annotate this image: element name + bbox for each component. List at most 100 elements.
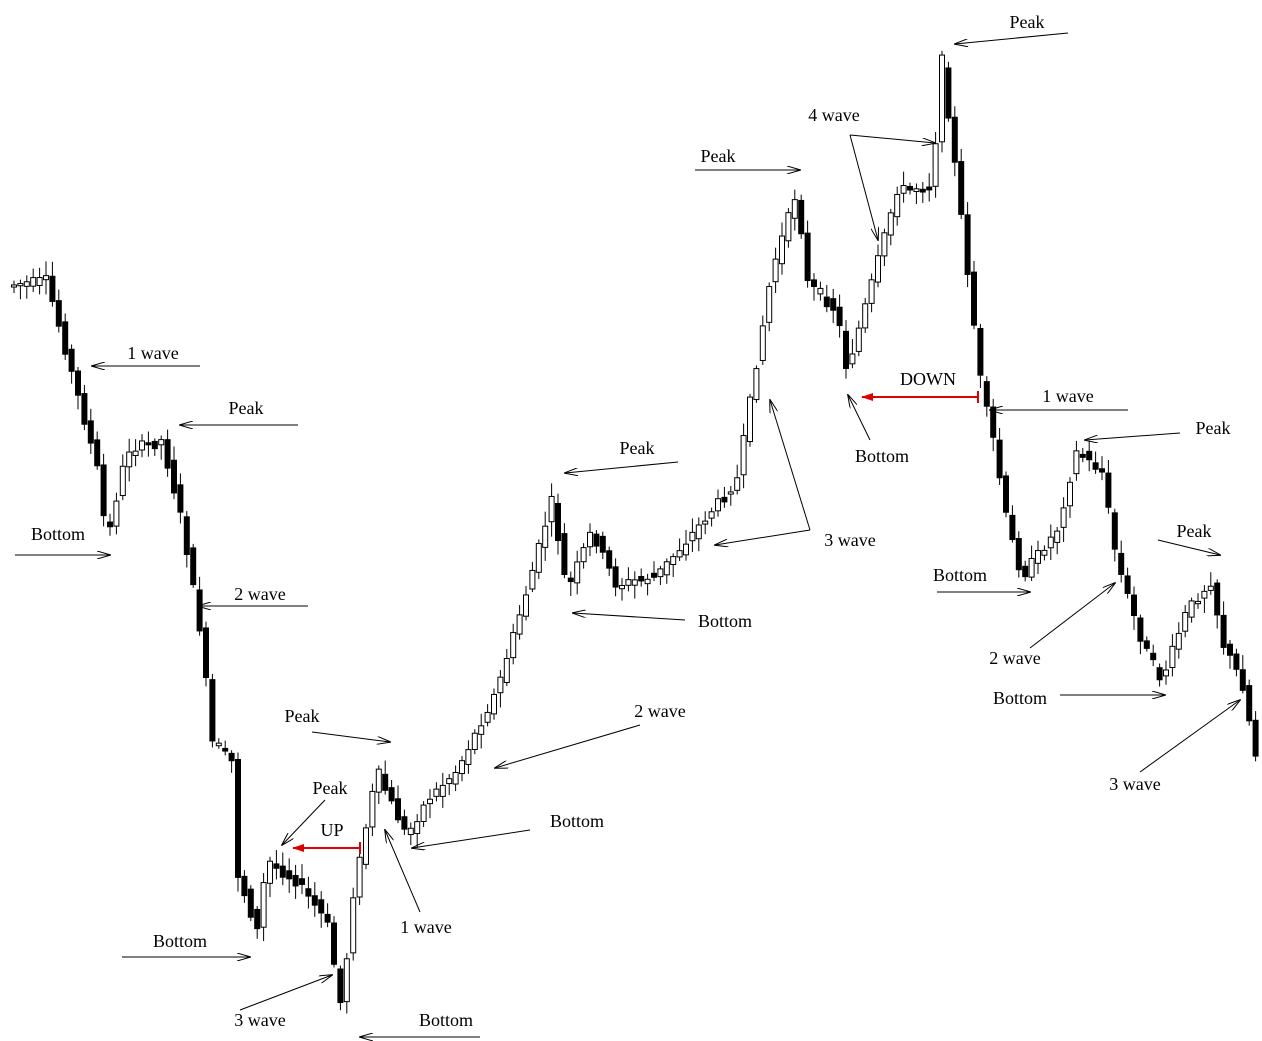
arrow	[495, 724, 641, 768]
candle	[772, 258, 779, 283]
candle	[126, 451, 133, 468]
candle	[471, 732, 478, 751]
annotation-label: Peak	[229, 398, 264, 418]
annotations: 1 wave Peak Bottom 2 wave Bottom 3 wave Bottom…	[15, 12, 1240, 1037]
arrow	[955, 32, 1069, 44]
candle	[55, 300, 62, 327]
candle	[971, 271, 977, 326]
candle	[555, 502, 561, 542]
arrow	[1085, 432, 1181, 440]
candle	[798, 199, 805, 235]
candle	[491, 693, 497, 715]
candle	[1067, 481, 1073, 507]
candle	[183, 516, 190, 555]
candle	[1079, 453, 1086, 458]
candle	[452, 771, 459, 785]
candle	[356, 856, 363, 898]
candle	[254, 908, 261, 930]
candle	[779, 235, 785, 265]
candle	[427, 798, 433, 805]
candle	[875, 255, 881, 283]
candle	[708, 511, 715, 519]
candle	[439, 784, 446, 797]
candle	[721, 496, 728, 503]
candle	[222, 747, 229, 752]
candle	[510, 632, 517, 659]
candle	[43, 275, 49, 281]
candle	[1073, 450, 1080, 475]
candle	[209, 679, 216, 742]
candle	[1137, 617, 1144, 642]
candle	[433, 788, 440, 797]
candle	[196, 589, 203, 632]
candle	[190, 547, 197, 586]
candle	[907, 185, 913, 191]
candle	[407, 827, 414, 836]
candle	[977, 327, 984, 376]
annotation-label: Bottom	[31, 524, 85, 544]
candle	[1188, 600, 1195, 618]
candle	[1009, 514, 1016, 541]
candle	[1003, 475, 1009, 513]
candle	[900, 185, 907, 194]
candle	[1028, 557, 1035, 578]
candle	[631, 579, 638, 586]
candle	[862, 303, 869, 329]
arrow	[1139, 700, 1240, 773]
annotation-label: Bottom	[419, 1010, 473, 1030]
candle	[350, 897, 357, 954]
candle	[286, 870, 293, 880]
candle	[228, 752, 235, 762]
candle	[542, 525, 549, 548]
candle	[695, 524, 702, 540]
candle	[1041, 549, 1048, 556]
candle	[100, 464, 107, 517]
candle	[375, 768, 382, 793]
annotation-label: DOWN	[900, 369, 956, 389]
candle	[203, 627, 209, 679]
candle	[465, 749, 472, 765]
candle	[1220, 614, 1227, 648]
arrow	[1029, 583, 1115, 649]
candle	[932, 143, 939, 187]
candle	[1175, 632, 1182, 650]
candle	[702, 520, 709, 525]
candle	[414, 821, 421, 835]
candle	[158, 439, 165, 446]
candle	[1022, 565, 1029, 578]
annotation-label: Peak	[1177, 521, 1212, 541]
candle	[587, 531, 593, 548]
candle	[299, 878, 305, 885]
annotation-label: 2 wave	[234, 584, 285, 604]
arrow	[1157, 539, 1220, 555]
candle	[87, 420, 94, 444]
candle	[881, 232, 888, 257]
candle	[331, 922, 337, 965]
candle	[606, 550, 613, 569]
candle	[996, 439, 1003, 479]
candle	[497, 676, 504, 694]
annotation-label: Bottom	[933, 565, 987, 585]
candle	[951, 116, 958, 163]
candle	[139, 440, 145, 451]
arrow	[573, 613, 686, 621]
annotation-label: Bottom	[855, 446, 909, 466]
arrow	[849, 134, 935, 143]
candle	[1182, 612, 1189, 632]
candle	[868, 279, 875, 304]
candle	[273, 863, 280, 869]
candle	[523, 594, 529, 617]
candle	[30, 277, 37, 287]
candle	[657, 568, 664, 578]
candle	[49, 275, 56, 302]
candle	[1143, 640, 1150, 649]
candle	[132, 450, 139, 457]
candle	[446, 778, 453, 785]
candle	[260, 882, 267, 928]
candle	[958, 161, 965, 215]
candle	[1035, 550, 1041, 564]
candle	[759, 325, 766, 361]
candle	[817, 287, 824, 295]
arrow	[311, 731, 390, 742]
annotation-label: 1 wave	[127, 343, 178, 363]
